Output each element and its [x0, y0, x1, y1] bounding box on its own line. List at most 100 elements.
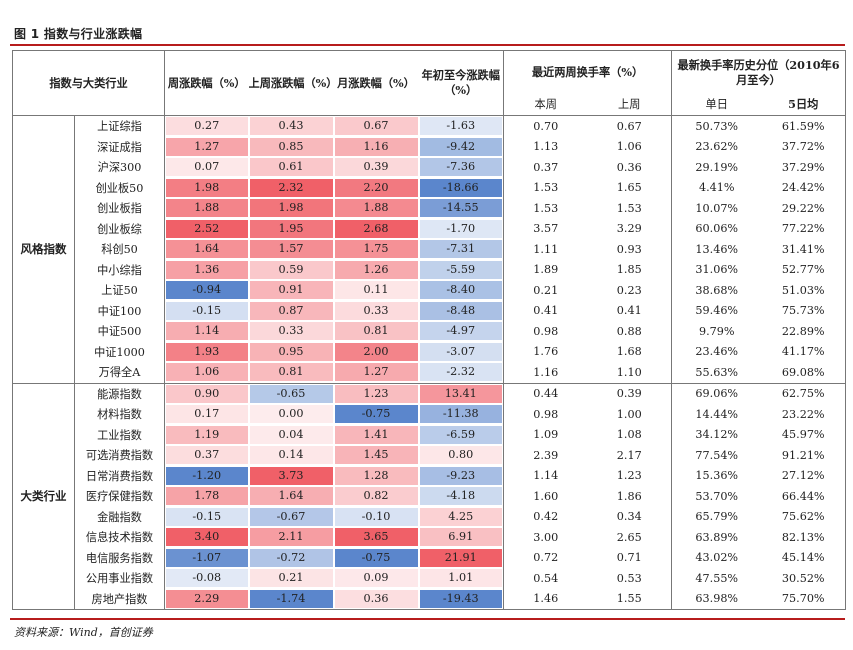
cell-single: 60.06% — [671, 218, 762, 239]
cell-value: 1.88 — [334, 199, 418, 218]
table-row: 电信服务指数 -1.07 -0.72 -0.75 21.91 0.72 0.71 43.02%… — [13, 547, 846, 568]
header-turnover: 最近两周换手率（%） — [503, 50, 672, 95]
cell-value: 0.43 — [249, 117, 333, 136]
cell-value: -5.59 — [419, 260, 502, 279]
cell-value: 0.36 — [334, 589, 418, 608]
cell-single: 13.46% — [671, 239, 762, 260]
cell-value: -18.66 — [419, 178, 502, 197]
heat-cell-lastweek: 0.04 — [249, 425, 334, 446]
cell-five: 69.08% — [761, 362, 846, 384]
heat-cell-ytd: 6.91 — [419, 527, 504, 548]
cell-tw: 0.21 — [503, 280, 588, 301]
row-name: 日常消费指数 — [74, 465, 165, 486]
heat-cell-week: 2.29 — [164, 588, 249, 610]
heat-cell-ytd: -11.38 — [419, 404, 504, 425]
cell-value: -11.38 — [419, 405, 502, 424]
table-row: 上证50 -0.94 0.91 0.11 -8.40 0.21 0.23 38.68% 51.0… — [13, 280, 846, 301]
cell-single: 55.63% — [671, 362, 762, 384]
cell-single: 15.36% — [671, 465, 762, 486]
heat-cell-week: 1.93 — [164, 341, 249, 362]
cell-lw: 0.93 — [616, 242, 642, 256]
heat-cell-week: 1.27 — [164, 136, 249, 157]
cell-value: -0.72 — [249, 548, 333, 567]
cell-value: -8.48 — [419, 301, 502, 320]
cell-value: 0.37 — [166, 446, 248, 465]
cell-five: 22.89% — [761, 321, 846, 342]
cell-five: 75.73% — [761, 300, 846, 321]
table-row: 风格指数 上证综指 0.27 0.43 0.67 -1.63 0.70 0.67 50.73% 6… — [12, 115, 846, 384]
heat-cell-lastweek: 0.59 — [249, 260, 334, 281]
heat-cell-month: 0.67 — [334, 116, 419, 137]
cell-lw: 0.71 — [616, 551, 642, 565]
cell-value: -0.15 — [166, 507, 248, 526]
cell-value: 4.25 — [419, 507, 502, 526]
cell-five: 31.41% — [761, 239, 846, 260]
cell-value: -1.70 — [419, 219, 502, 238]
cell-tw: 0.37 — [503, 157, 588, 178]
cell-value: -9.42 — [419, 137, 502, 156]
cell-tw: 0.42 — [503, 506, 588, 527]
cell-value: 0.59 — [249, 260, 333, 279]
cell-tw: 0.41 — [503, 300, 588, 321]
cell-value: 2.20 — [334, 178, 418, 197]
cell-value: -0.75 — [334, 405, 418, 424]
cell-lw: 0.67 — [616, 119, 642, 133]
cell-value: 0.91 — [249, 281, 333, 300]
heat-cell-month: 1.45 — [334, 445, 419, 466]
heat-cell-month: 1.28 — [334, 466, 419, 487]
heat-cell-ytd: -4.97 — [419, 321, 504, 342]
top-rule — [10, 44, 845, 46]
row-name: 中小综指 — [74, 259, 165, 280]
cell-five: 37.72% — [761, 136, 846, 157]
heat-cell-week: 0.07 — [164, 157, 249, 178]
cell-lw: 0.23 — [616, 283, 642, 297]
cell-value: 1.93 — [166, 342, 248, 361]
heat-cell-lastweek: 0.87 — [249, 301, 334, 322]
cell-five: 37.29% — [761, 157, 846, 178]
cell-value: 1.98 — [249, 199, 333, 218]
heat-cell-week: 1.98 — [164, 177, 249, 198]
heat-cell-lastweek: 2.11 — [249, 527, 334, 548]
cell-value: -0.94 — [166, 281, 248, 300]
heat-cell-lastweek: 0.85 — [249, 137, 334, 158]
cell-value: 0.11 — [334, 281, 418, 300]
cell-five: 29.22% — [761, 198, 846, 219]
heat-cell-lastweek: -0.65 — [249, 383, 334, 404]
heat-cell-week: -0.15 — [164, 506, 249, 527]
cell-lw: 2.65 — [616, 530, 642, 544]
heat-cell-month: 3.65 — [334, 527, 419, 548]
heat-cell-lastweek: 0.43 — [249, 116, 334, 137]
cell-value: 1.14 — [166, 322, 248, 341]
heat-cell-week: 1.19 — [164, 424, 249, 445]
cell-tw: 0.98 — [503, 321, 588, 342]
cell-value: 2.29 — [166, 589, 248, 608]
heat-cell-ytd: -9.42 — [419, 137, 504, 158]
heat-cell-ytd: -9.23 — [419, 466, 504, 487]
cell-single: 77.54% — [671, 445, 762, 466]
table-row: 创业板综 2.52 1.95 2.68 -1.70 3.57 3.29 60.06% 77.22… — [13, 218, 846, 239]
heat-cell-week: -1.20 — [164, 465, 249, 486]
cell-value: 1.78 — [166, 487, 248, 506]
cell-lw: 3.29 — [616, 222, 642, 236]
cell-value: 0.87 — [249, 301, 333, 320]
cell-single: 43.02% — [671, 547, 762, 568]
heat-cell-ytd: -7.31 — [419, 239, 504, 260]
cell-lw: 0.53 — [616, 571, 642, 585]
cell-tw: 0.44 — [503, 383, 588, 404]
heat-cell-week: -0.94 — [164, 280, 249, 301]
cell-single: 29.19% — [671, 157, 762, 178]
cell-single: 14.44% — [671, 404, 762, 425]
heat-cell-ytd: -7.36 — [419, 157, 504, 178]
cell-five: 45.14% — [761, 547, 846, 568]
table-row: 医疗保健指数 1.78 1.64 0.82 -4.18 1.60 1.86 53.70% 66.… — [13, 486, 846, 507]
cell-tw: 1.53 — [503, 198, 588, 219]
cell-tw: 0.72 — [503, 547, 588, 568]
cell-value: 0.61 — [249, 158, 333, 177]
cell-value: 1.41 — [334, 425, 418, 444]
cell-value: 2.32 — [249, 178, 333, 197]
heat-cell-lastweek: 1.98 — [249, 198, 334, 219]
row-name: 可选消费指数 — [74, 445, 165, 466]
table-row: 信息技术指数 3.40 2.11 3.65 6.91 3.00 2.65 63.89% 82.1… — [13, 527, 846, 548]
cell-value: 0.27 — [166, 117, 248, 136]
heat-cell-lastweek: 0.95 — [249, 342, 334, 363]
